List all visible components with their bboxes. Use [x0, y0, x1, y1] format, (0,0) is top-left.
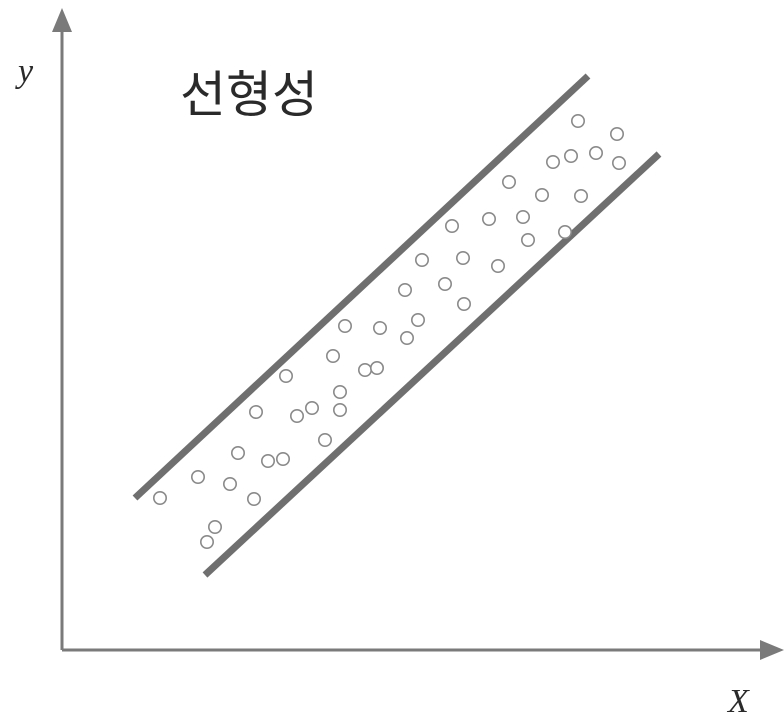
- data-point: [208, 519, 223, 534]
- data-point: [557, 225, 572, 240]
- data-point: [249, 404, 264, 419]
- data-point: [573, 189, 588, 204]
- data-point: [570, 114, 585, 129]
- data-point: [410, 312, 425, 327]
- data-point: [481, 212, 496, 227]
- data-point: [490, 258, 505, 273]
- data-point: [501, 175, 516, 190]
- data-point: [611, 156, 626, 171]
- data-point: [357, 362, 372, 377]
- chart-title: 선형성: [180, 66, 318, 124]
- data-point: [444, 219, 459, 234]
- data-point: [563, 149, 578, 164]
- data-point: [456, 296, 471, 311]
- data-point: [231, 445, 246, 460]
- data-point: [515, 210, 530, 225]
- data-point: [191, 469, 206, 484]
- data-point: [223, 476, 238, 491]
- data-point: [534, 188, 549, 203]
- band-layer: [132, 73, 662, 578]
- x-axis-label: X: [726, 683, 750, 720]
- y-axis-arrow-icon: [52, 8, 72, 32]
- data-point: [247, 491, 262, 506]
- x-axis-arrow-icon: [760, 640, 784, 660]
- data-point: [455, 251, 470, 266]
- data-point: [325, 348, 340, 363]
- data-point: [609, 127, 624, 142]
- data-point: [520, 233, 535, 248]
- point-layer: [153, 114, 626, 549]
- data-point: [289, 408, 304, 423]
- band-line-2: [202, 151, 662, 578]
- data-point: [545, 155, 560, 170]
- data-point: [369, 360, 384, 375]
- data-point: [372, 320, 387, 335]
- y-axis-label: y: [15, 53, 34, 90]
- data-point: [260, 453, 275, 468]
- data-point: [337, 318, 352, 333]
- band-line-1: [132, 73, 591, 501]
- data-point: [153, 490, 168, 505]
- data-point: [332, 402, 347, 417]
- data-point: [278, 368, 293, 383]
- data-point: [414, 253, 429, 268]
- data-point: [275, 451, 290, 466]
- data-point: [304, 400, 319, 415]
- data-point: [437, 276, 452, 291]
- data-point: [317, 432, 332, 447]
- data-point: [399, 330, 414, 345]
- data-point: [588, 146, 603, 161]
- data-point: [397, 282, 412, 297]
- data-point: [332, 384, 347, 399]
- data-point: [200, 534, 215, 549]
